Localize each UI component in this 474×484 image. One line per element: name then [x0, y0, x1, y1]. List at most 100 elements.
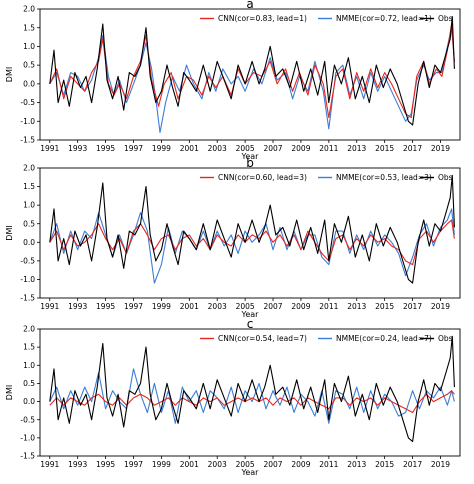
y-tick-label: -1.5 — [20, 452, 35, 461]
legend-entry: CNN(cor=0.83, lead=1) — [218, 14, 307, 23]
legend-entry: Obs — [438, 334, 453, 343]
x-tick-label: 2003 — [208, 302, 227, 311]
x-tick-label: 2013 — [347, 302, 366, 311]
y-tick-label: 2.0 — [23, 5, 35, 14]
x-tick-label: 1999 — [152, 460, 171, 469]
series-line-0 — [49, 219, 455, 266]
y-axis-label: DMI — [5, 67, 14, 82]
legend-entry: NMME(cor=0.24, lead=7) — [336, 334, 432, 343]
plot-frame — [39, 328, 461, 457]
x-tick-label: 2009 — [291, 302, 310, 311]
y-tick-label: 0.0 — [23, 79, 35, 88]
x-axis-label: Year — [241, 310, 260, 319]
y-axis-label: DMI — [5, 225, 14, 240]
y-tick-label: 1.0 — [23, 361, 35, 370]
x-tick-label: 1999 — [152, 302, 171, 311]
plot-frame — [39, 167, 461, 299]
series-line-0 — [49, 23, 455, 119]
chart-panel-b: b -1.5 -1.0 -0.5 0.0 0.5 1.0 1.5 2.0 1991 1993 1995… — [5, 156, 461, 319]
y-tick-label: 0.5 — [23, 61, 35, 70]
x-tick-label: 2009 — [291, 460, 310, 469]
series-line-2 — [49, 174, 455, 284]
x-tick-label: 1995 — [96, 144, 115, 153]
x-tick-label: 2007 — [263, 302, 282, 311]
y-tick-label: -1.0 — [20, 117, 35, 126]
y-tick-label: -0.5 — [20, 415, 35, 424]
y-tick-label: -0.5 — [20, 256, 35, 265]
x-tick-label: 1993 — [68, 302, 87, 311]
y-tick-label: 2.0 — [23, 164, 35, 173]
x-tick-label: 2005 — [236, 144, 255, 153]
panel-title: b — [246, 156, 254, 170]
series-line-2 — [49, 15, 455, 126]
legend-entry: Obs — [438, 173, 453, 182]
x-tick-label: 1993 — [68, 460, 87, 469]
x-tick-label: 2011 — [319, 144, 338, 153]
x-tick-label: 2001 — [180, 460, 199, 469]
y-tick-label: 1.0 — [23, 42, 35, 51]
x-tick-label: 1995 — [96, 460, 115, 469]
y-tick-label: 0.5 — [23, 379, 35, 388]
x-tick-label: 2013 — [347, 144, 366, 153]
x-axis-label: Year — [241, 152, 260, 161]
y-tick-label: -1.5 — [20, 136, 35, 145]
x-tick-label: 2003 — [208, 460, 227, 469]
x-tick-label: 2007 — [263, 144, 282, 153]
x-tick-label: 1999 — [152, 144, 171, 153]
chart-panel-c: c -1.5 -1.0 -0.5 0.0 0.5 1.0 1.5 2.0 1991 1993 1995… — [5, 317, 461, 477]
x-tick-label: 1997 — [124, 144, 143, 153]
x-tick-label: 2001 — [180, 144, 199, 153]
x-tick-label: 1997 — [124, 302, 143, 311]
x-tick-label: 2003 — [208, 144, 227, 153]
x-tick-label: 2015 — [375, 302, 394, 311]
x-tick-label: 2017 — [403, 144, 422, 153]
series-line-1 — [49, 27, 455, 134]
x-tick-label: 2011 — [319, 302, 338, 311]
y-tick-label: 1.5 — [23, 182, 35, 191]
y-tick-label: -1.0 — [20, 433, 35, 442]
x-tick-label: 2015 — [375, 460, 394, 469]
legend-entry: NMME(cor=0.53, lead=3) — [336, 173, 432, 182]
x-tick-label: 1991 — [40, 144, 59, 153]
x-tick-label: 2019 — [431, 460, 450, 469]
plot-frame — [39, 8, 461, 141]
y-tick-label: -1.5 — [20, 294, 35, 303]
x-tick-label: 2005 — [236, 302, 255, 311]
legend-entry: CNN(cor=0.54, lead=7) — [218, 334, 307, 343]
x-tick-label: 2009 — [291, 144, 310, 153]
x-tick-label: 2005 — [236, 460, 255, 469]
series-line-2 — [49, 335, 455, 443]
y-axis-label: DMI — [5, 385, 14, 400]
y-tick-label: 2.0 — [23, 325, 35, 334]
x-tick-label: 2017 — [403, 460, 422, 469]
y-tick-label: 0.5 — [23, 219, 35, 228]
x-tick-label: 1993 — [68, 144, 87, 153]
x-tick-label: 2019 — [431, 144, 450, 153]
panel-title: a — [246, 0, 253, 11]
legend-entry: Obs — [438, 14, 453, 23]
y-tick-label: 1.5 — [23, 23, 35, 32]
x-tick-label: 2017 — [403, 302, 422, 311]
legend-entry: NMME(cor=0.72, lead=1) — [336, 14, 432, 23]
x-tick-label: 2015 — [375, 144, 394, 153]
panel-title: c — [247, 317, 254, 331]
y-tick-label: 0.0 — [23, 238, 35, 247]
series-line-0 — [49, 390, 455, 414]
x-tick-label: 2013 — [347, 460, 366, 469]
series-line-1 — [49, 368, 455, 424]
x-axis-label: Year — [241, 468, 260, 477]
y-tick-label: -1.0 — [20, 275, 35, 284]
x-tick-label: 2001 — [180, 302, 199, 311]
chart-panel-a: a -1.5 -1.0 -0.5 0.0 0.5 1.0 1.5 2.0 1991 1993 1995… — [5, 0, 461, 161]
x-tick-label: 1991 — [40, 302, 59, 311]
x-tick-label: 2011 — [319, 460, 338, 469]
y-tick-label: -0.5 — [20, 98, 35, 107]
y-tick-label: 1.5 — [23, 343, 35, 352]
legend-entry: CNN(cor=0.60, lead=3) — [218, 173, 307, 182]
y-tick-label: 0.0 — [23, 397, 35, 406]
x-tick-label: 1991 — [40, 460, 59, 469]
x-tick-label: 2007 — [263, 460, 282, 469]
y-tick-label: 1.0 — [23, 201, 35, 210]
x-tick-label: 1995 — [96, 302, 115, 311]
